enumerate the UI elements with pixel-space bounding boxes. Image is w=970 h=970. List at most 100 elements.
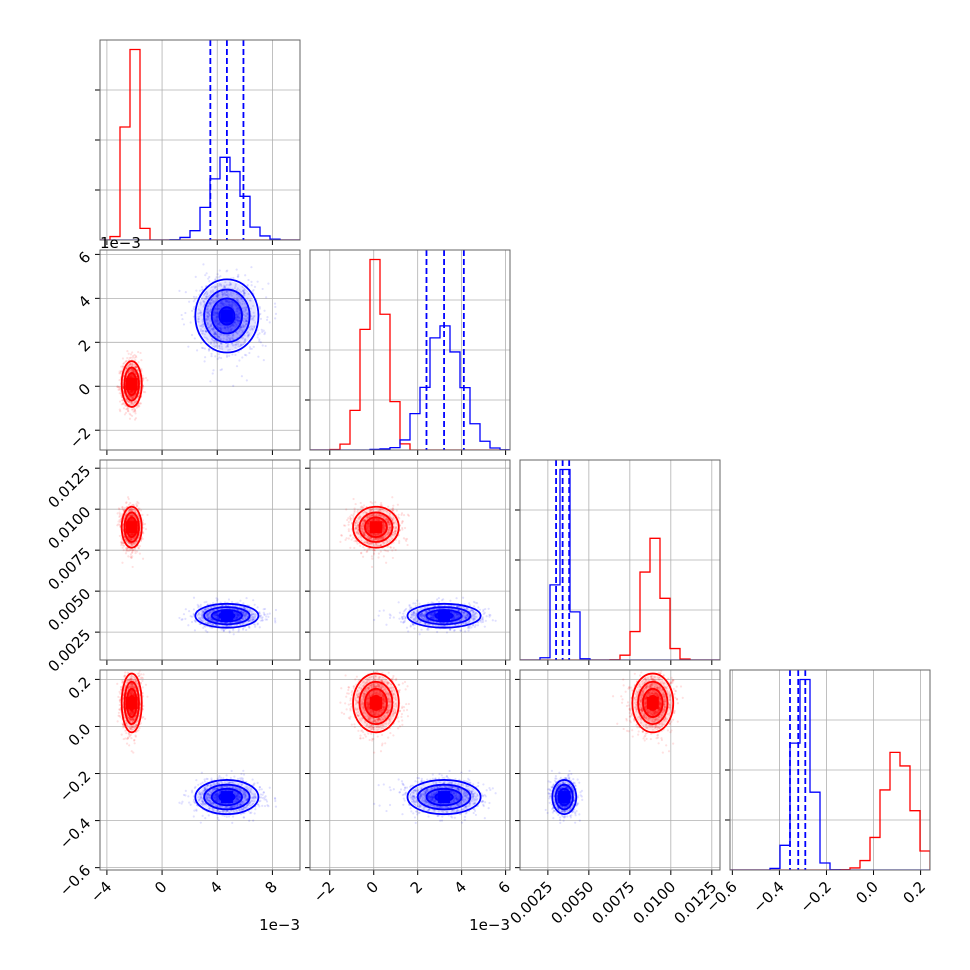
- scatter-point: [206, 317, 209, 320]
- scatter-point: [239, 326, 243, 329]
- scatter-point: [227, 337, 231, 340]
- scatter-point: [207, 312, 210, 315]
- scatter-point: [210, 301, 213, 304]
- scatter-point: [129, 374, 132, 378]
- scatter-point: [130, 363, 134, 366]
- scatter-point: [137, 405, 140, 408]
- scatter-point: [118, 511, 121, 514]
- scatter-point: [243, 292, 246, 295]
- scatter-point: [235, 343, 238, 346]
- scatter-point: [127, 400, 130, 403]
- scatter-point: [238, 329, 241, 332]
- scatter-point: [231, 301, 234, 304]
- scatter-point: [199, 605, 202, 608]
- scatter-point: [249, 299, 252, 302]
- scatter-point: [205, 336, 208, 339]
- scatter-point: [132, 369, 135, 372]
- scatter-point: [130, 401, 134, 405]
- scatter-point: [230, 323, 234, 326]
- scatter-point: [235, 307, 239, 311]
- scatter-point: [227, 330, 231, 333]
- scatter-point: [131, 390, 134, 393]
- scatter-point: [124, 397, 128, 400]
- scatter-point: [213, 330, 216, 333]
- scatter-point: [236, 305, 239, 308]
- scatter-point: [128, 395, 131, 398]
- scatter-point: [259, 312, 262, 316]
- scatter-point: [132, 354, 135, 358]
- scatter-point: [232, 301, 235, 304]
- scatter-point: [209, 303, 212, 306]
- mode-marker: [220, 309, 233, 322]
- scatter-point: [118, 515, 121, 519]
- scatter-point: [230, 323, 233, 326]
- scatter-point: [235, 323, 238, 326]
- scatter-point: [207, 310, 210, 313]
- scatter-point: [129, 391, 133, 395]
- scatter-point: [232, 629, 235, 632]
- scatter-point: [131, 391, 134, 394]
- scatter-point: [232, 633, 235, 636]
- scatter-point: [129, 413, 132, 416]
- scatter-point: [231, 344, 235, 347]
- scatter-point: [131, 368, 135, 371]
- scatter-point: [219, 305, 222, 308]
- scatter-point: [130, 390, 133, 393]
- scatter-point: [118, 388, 121, 391]
- scatter-point: [227, 300, 230, 303]
- scatter-point: [247, 292, 250, 296]
- scatter-point: [231, 353, 234, 356]
- scatter-point: [216, 334, 220, 338]
- scatter-point: [239, 327, 242, 331]
- scatter-point: [221, 303, 224, 307]
- scatter-point: [228, 631, 231, 634]
- scatter-point: [130, 396, 133, 400]
- scatter-point: [243, 317, 246, 321]
- scatter-point: [217, 319, 220, 322]
- scatter-point: [243, 288, 246, 291]
- scatter-point: [220, 356, 223, 360]
- scatter-point: [261, 330, 264, 333]
- scatter-point: [252, 325, 255, 328]
- scatter-point: [134, 412, 137, 415]
- scatter-point: [237, 319, 240, 322]
- scatter-point: [197, 320, 200, 323]
- scatter-point: [126, 410, 130, 413]
- scatter-point: [129, 391, 132, 394]
- scatter-point: [246, 320, 249, 323]
- scatter-point: [231, 335, 234, 338]
- scatter-point: [250, 347, 253, 350]
- scatter-point: [261, 287, 264, 291]
- scatter-point: [116, 524, 119, 527]
- scatter-point: [263, 613, 266, 616]
- scatter-point: [204, 310, 208, 314]
- panels-layer: −202460.00250.00500.00750.01000.0125−0.6…: [45, 39, 931, 928]
- scatter-point: [131, 391, 134, 394]
- scatter-point: [204, 274, 207, 277]
- scatter-point: [214, 330, 217, 334]
- scatter-point: [250, 314, 253, 318]
- scatter-point: [245, 319, 248, 322]
- scatter-point: [141, 557, 145, 560]
- scatter-point: [218, 337, 221, 340]
- scatter-point: [129, 375, 133, 378]
- scatter-point: [206, 314, 209, 317]
- scatter-point: [128, 395, 131, 398]
- scatter-point: [217, 297, 220, 300]
- scatter-point: [231, 300, 234, 303]
- scatter-point: [252, 288, 255, 292]
- scatter-point: [242, 289, 245, 292]
- scatter-point: [130, 397, 133, 400]
- scatter-point: [273, 302, 277, 305]
- scatter-point: [242, 626, 245, 630]
- scatter-point: [252, 599, 255, 602]
- scatter-point: [117, 520, 120, 523]
- scatter-point: [133, 371, 136, 374]
- scatter-point: [118, 370, 121, 373]
- scatter-point: [193, 337, 196, 340]
- scatter-point: [243, 353, 247, 356]
- scatter-point: [199, 311, 202, 314]
- scatter-point: [229, 325, 232, 328]
- scatter-point: [213, 286, 217, 290]
- scatter-point: [240, 375, 243, 378]
